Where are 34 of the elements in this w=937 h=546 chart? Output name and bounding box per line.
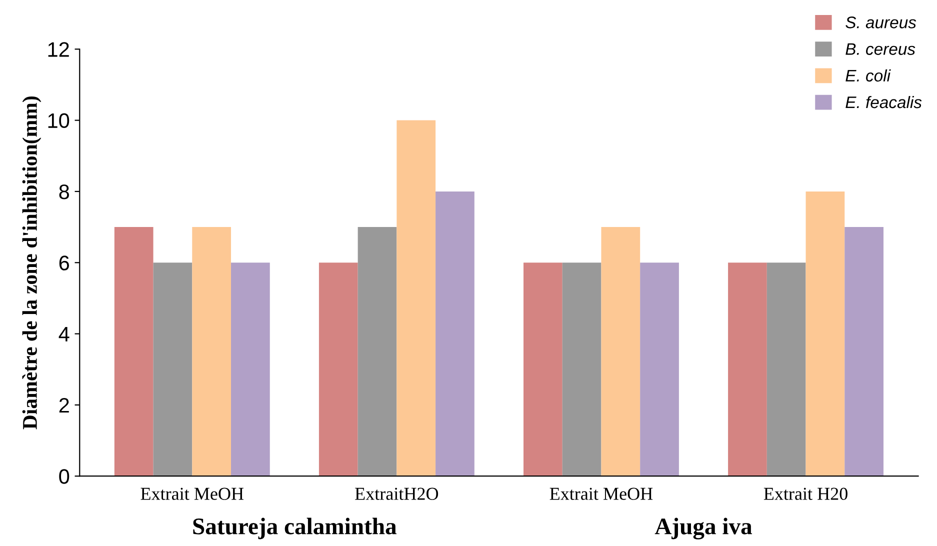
y-tick-label: 10 [48,113,70,128]
bar [192,227,232,476]
bar [436,191,474,476]
y-tick-label: 12 [48,42,69,57]
bar [318,262,358,476]
bar [640,262,679,476]
x-tick-label: Extrait MeOH [550,488,653,500]
bar [396,120,436,476]
x-tick-label: Extrait H20 [764,488,848,500]
legend-label: E. coli [846,69,891,82]
y-axis-title: Diamètre de la zone d'inhibition(mm) [22,96,42,430]
text: Ajuga iva [654,518,752,540]
bar [153,262,192,476]
y-tick-label: 0 [59,469,70,484]
bar [523,262,562,476]
bar [601,227,640,476]
legend-label: B. cereus [846,43,916,55]
bar [728,262,767,476]
bar [114,227,154,476]
y-tick-label: 8 [59,184,70,200]
x-tick-label: Extrait MeOH [140,488,244,500]
bar [231,262,270,476]
y-tick-label: 6 [59,256,70,270]
legend-label: S. aureus [846,16,916,28]
text: Satureja calamintha [193,518,396,540]
x-tick-label: ExtraitH2O [355,488,438,500]
bar [844,227,884,476]
bar [562,262,602,476]
bar [358,227,397,476]
y-tick-label: 4 [58,327,70,342]
y-tick-label: 2 [59,398,69,412]
legend-label: E. feacalis [846,96,922,108]
bar [766,262,806,476]
bar [806,191,845,476]
